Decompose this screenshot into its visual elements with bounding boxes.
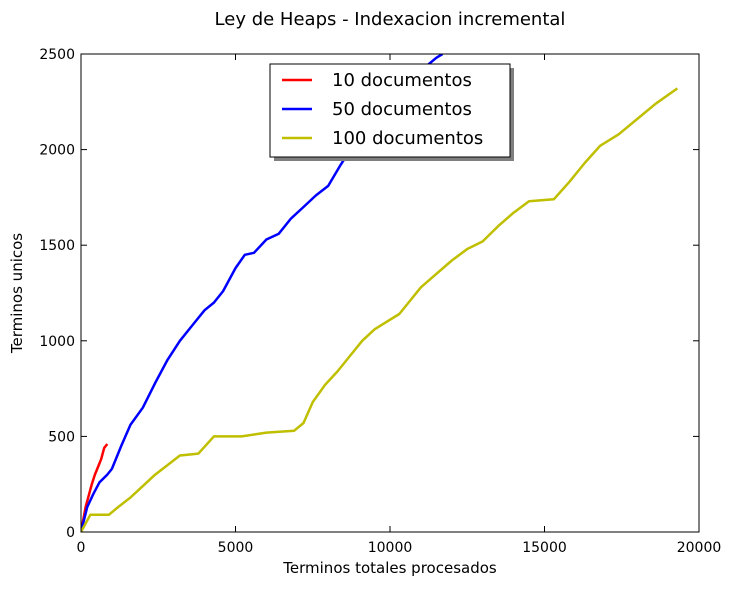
chart-title: Ley de Heaps - Indexacion incremental xyxy=(215,9,566,30)
legend-label-0: 10 documentos xyxy=(332,70,472,91)
y-tick-label-4: 2000 xyxy=(39,143,75,159)
y-tick-label-0: 0 xyxy=(66,525,75,541)
legend-label-2: 100 documentos xyxy=(332,128,483,149)
x-tick-label-3: 15000 xyxy=(522,540,567,556)
y-axis-label: Terminos unicos xyxy=(8,233,26,354)
series-line-2 xyxy=(81,87,679,532)
y-tick-label-3: 1500 xyxy=(39,238,75,254)
y-tick-label-2: 1000 xyxy=(39,334,75,350)
x-tick-label-0: 0 xyxy=(77,540,86,556)
plot-area: 0 5000 10000 15000 20000 0 500 1000 1500 2000 2500 xyxy=(39,47,721,556)
legend-label-1: 50 documentos xyxy=(332,99,472,120)
y-tick-label-1: 500 xyxy=(48,429,75,445)
legend: 10 documentos 50 documentos 100 documentos xyxy=(269,63,514,161)
x-axis-label: Terminos totales procesados xyxy=(282,559,497,577)
y-tick-label-5: 2500 xyxy=(39,47,75,63)
x-tick-label-2: 10000 xyxy=(368,540,413,556)
x-tick-label-4: 20000 xyxy=(677,540,722,556)
x-tick-label-1: 5000 xyxy=(218,540,254,556)
